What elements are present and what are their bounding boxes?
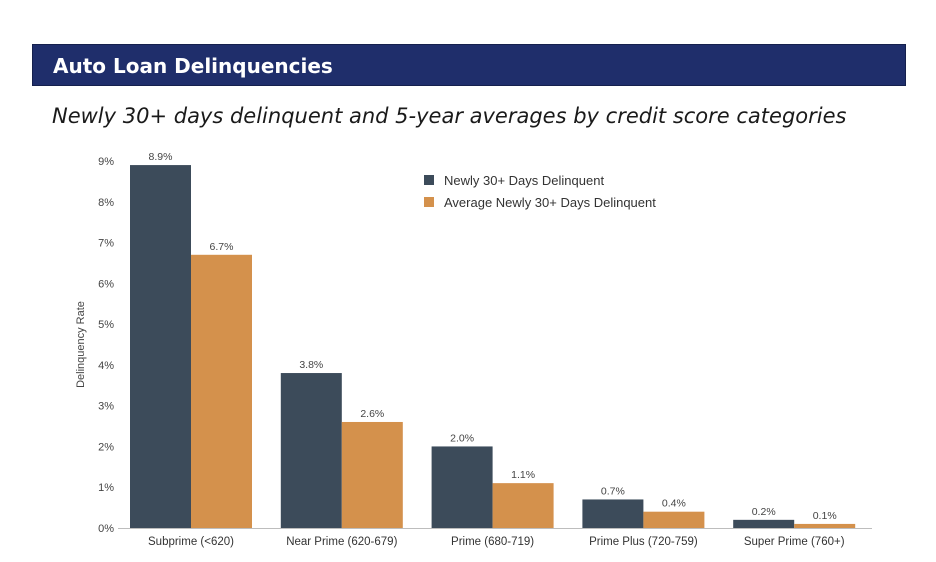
y-axis-label: Delinquency Rate xyxy=(75,301,87,388)
bar-value-label: 3.8% xyxy=(299,359,323,371)
y-tick-label: 1% xyxy=(98,482,114,494)
bar-value-label: 2.6% xyxy=(360,408,384,420)
axis-layer: 0% 1% 2% 3% 4% 5% 6% 7% 8% 9% Delinquency Rate Subp… xyxy=(75,156,872,548)
bar xyxy=(341,421,403,528)
bar-value-label: 1.1% xyxy=(511,469,535,481)
bar xyxy=(130,165,191,529)
chart-subtitle: Newly 30+ days delinquent and 5-year ave… xyxy=(52,104,847,128)
legend-swatch xyxy=(424,197,434,207)
x-tick-label: Subprime (<620) xyxy=(148,536,234,548)
legend-label: Newly 30+ Days Delinquent xyxy=(444,173,604,188)
y-tick-label: 2% xyxy=(98,441,114,453)
legend-swatch xyxy=(424,175,434,185)
x-tick-label: Prime Plus (720-759) xyxy=(589,536,698,548)
y-tick-label: 3% xyxy=(98,401,114,413)
x-tick-label: Prime (680-719) xyxy=(451,536,534,548)
y-tick-label: 7% xyxy=(98,238,114,250)
bar xyxy=(794,523,856,528)
bar-value-label: 0.4% xyxy=(662,498,686,510)
legend-label: Average Newly 30+ Days Delinquent xyxy=(444,195,656,210)
y-tick-label: 0% xyxy=(98,523,114,535)
bar xyxy=(280,373,342,528)
y-tick-label: 4% xyxy=(98,360,114,372)
header-banner: Auto Loan Delinquencies xyxy=(32,44,906,86)
bar-value-label: 0.2% xyxy=(752,506,776,518)
bar xyxy=(191,254,252,529)
bar-value-label: 0.7% xyxy=(601,485,625,497)
bar xyxy=(431,446,493,528)
y-tick-label: 5% xyxy=(98,319,114,331)
x-tick-label: Super Prime (760+) xyxy=(744,536,845,548)
bar xyxy=(643,511,705,528)
y-tick-label: 8% xyxy=(98,197,114,209)
bar-value-label: 6.7% xyxy=(210,241,234,253)
bar xyxy=(582,499,644,528)
bar-value-label: 8.9% xyxy=(149,151,173,163)
bar xyxy=(492,483,554,528)
page-title: Auto Loan Delinquencies xyxy=(53,54,333,78)
bar-value-label: 2.0% xyxy=(450,432,474,444)
x-tick-label: Near Prime (620-679) xyxy=(286,536,397,548)
y-tick-label: 6% xyxy=(98,278,114,290)
bar-value-label: 0.1% xyxy=(813,510,837,522)
bars-layer: 8.9% 6.7% 3.8% 2.6% 2.0% 1.1% 0.7% 0.4% 0.2% 0.1% xyxy=(130,151,856,529)
bar xyxy=(733,519,795,528)
y-tick-label: 9% xyxy=(98,156,114,168)
legend: Newly 30+ Days Delinquent Average Newly 3… xyxy=(424,173,656,210)
